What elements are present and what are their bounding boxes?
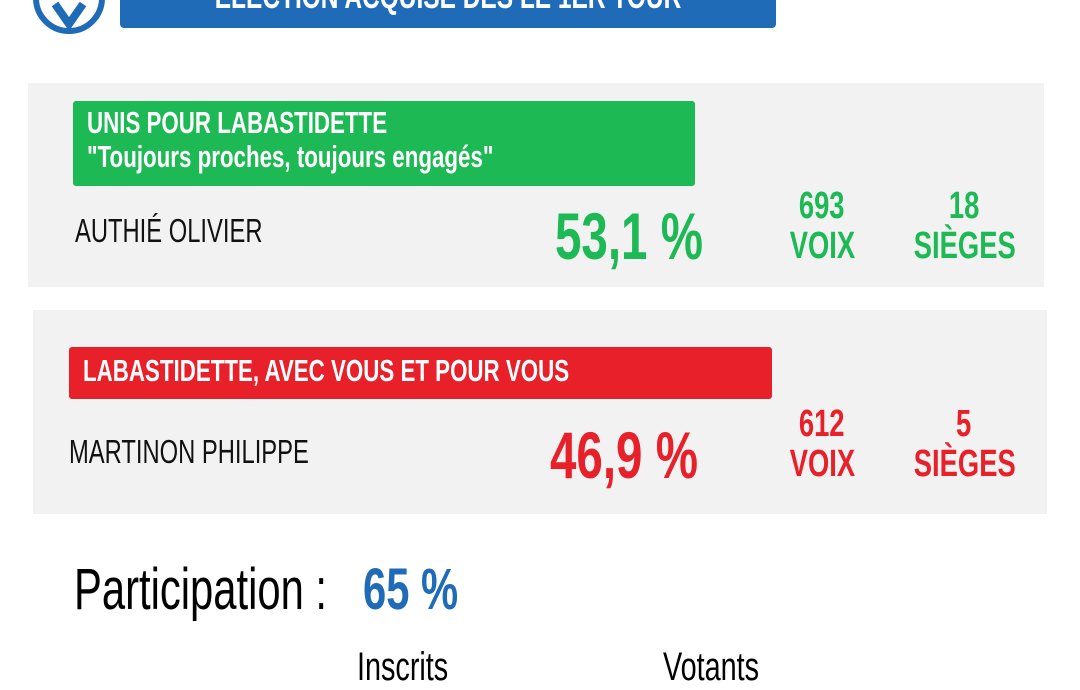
list-name: LABASTIDETTE, AVEC VOUS ET POUR VOUS: [83, 353, 570, 388]
votes: 693 VOIX: [789, 185, 855, 267]
participation-value: 65 %: [363, 557, 459, 622]
list-name: UNIS POUR LABASTIDETTE: [87, 105, 388, 140]
percent: 53,1 %: [555, 199, 703, 273]
inscrits-label: Inscrits: [357, 645, 449, 689]
percent: 46,9 %: [550, 418, 698, 492]
list-label-2: LABASTIDETTE, AVEC VOUS ET POUR VOUS: [69, 347, 772, 399]
check-badge-icon: [33, 0, 105, 34]
candidate-name: AUTHIÉ OLIVIER: [75, 212, 263, 249]
list-label-1: UNIS POUR LABASTIDETTE "Toujours proches…: [73, 101, 695, 186]
banner-title: ÉLECTION ACQUISE DÈS LE 1ER TOUR: [215, 0, 682, 24]
result-banner: ÉLECTION ACQUISE DÈS LE 1ER TOUR: [120, 0, 776, 28]
votes: 612 VOIX: [789, 403, 855, 485]
seats: 18 SIÈGES: [913, 185, 1016, 267]
list-card-2: [33, 310, 1047, 514]
seats: 5 SIÈGES: [913, 403, 1016, 485]
votants-label: Votants: [663, 645, 760, 689]
candidate-name: MARTINON PHILIPPE: [69, 433, 309, 470]
participation-label: Participation :: [74, 557, 328, 622]
list-slogan: "Toujours proches, toujours engagés": [87, 139, 494, 174]
